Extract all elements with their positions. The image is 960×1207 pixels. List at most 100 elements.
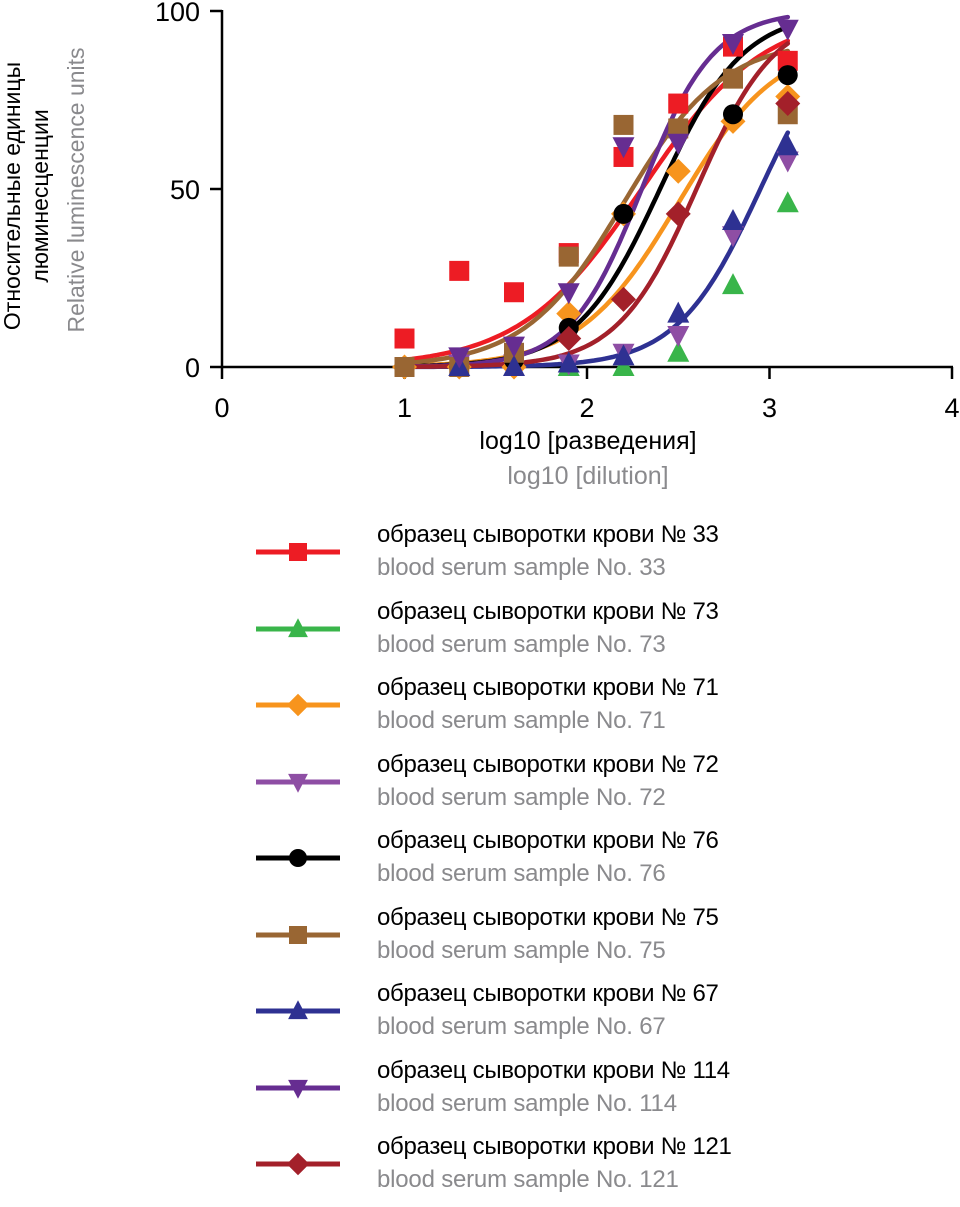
legend-label-en: blood serum sample No. 76 bbox=[377, 860, 666, 887]
legend-label-ru: образец сыворотки крови № 33 bbox=[377, 521, 719, 548]
legend-swatch-diamond-icon bbox=[256, 1152, 340, 1176]
data-point bbox=[665, 158, 691, 184]
legend-swatch-triangle-down-icon bbox=[256, 1079, 340, 1099]
series-7-points bbox=[448, 19, 799, 369]
data-point bbox=[723, 68, 743, 89]
legend-label-en: blood serum sample No. 73 bbox=[377, 630, 666, 658]
data-point bbox=[777, 65, 798, 86]
data-point bbox=[722, 209, 744, 231]
legend-label-ru: образец сыворотки крови № 76 bbox=[377, 827, 719, 854]
data-point bbox=[667, 340, 690, 362]
legend-label-en: blood serum sample No. 33 bbox=[377, 554, 666, 581]
data-point bbox=[556, 326, 582, 352]
legend-label-en: blood serum sample No. 75 bbox=[377, 936, 666, 964]
data-point bbox=[556, 301, 582, 327]
data-point bbox=[777, 50, 798, 71]
data-point bbox=[612, 355, 635, 376]
data-point bbox=[557, 283, 580, 305]
data-point bbox=[667, 301, 690, 323]
data-points bbox=[392, 19, 801, 380]
x-tick-label: 0 bbox=[214, 393, 229, 423]
data-point bbox=[449, 260, 470, 281]
legend-label: образец сыворотки крови № 33 blood serum … bbox=[377, 518, 719, 584]
legend-label-en: blood serum sample No. 114 bbox=[377, 1089, 677, 1117]
data-point bbox=[722, 273, 744, 295]
y-tick-label: 0 bbox=[185, 353, 200, 383]
legend-marker bbox=[288, 1079, 308, 1099]
data-point bbox=[558, 246, 579, 267]
y-tick-label: 50 bbox=[170, 175, 200, 205]
y-axis-title-en: Relative luminescence units bbox=[63, 47, 89, 332]
legend-marker bbox=[288, 773, 308, 793]
data-point bbox=[612, 344, 635, 366]
legend-label-en: blood serum sample No. 71 bbox=[377, 707, 666, 734]
data-point bbox=[503, 355, 525, 376]
legend-marker bbox=[288, 1000, 308, 1020]
y-axis-title-ru-line1: Относительные единицы bbox=[0, 62, 25, 330]
legend-label-ru: образец сыворотки крови № 72 bbox=[377, 750, 719, 778]
data-point bbox=[722, 226, 744, 248]
data-point bbox=[668, 118, 689, 139]
legend-swatch-square-icon bbox=[256, 925, 340, 944]
data-point bbox=[723, 104, 743, 125]
data-point bbox=[776, 134, 799, 156]
legend-swatch-square-icon bbox=[256, 543, 340, 561]
legend-label: образец сыворотки крови № 71 blood serum … bbox=[377, 671, 719, 737]
legend-label: образец сыворотки крови № 67 blood serum … bbox=[377, 977, 719, 1043]
legend-label-ru: образец сыворотки крови № 114 bbox=[377, 1056, 730, 1084]
data-point bbox=[394, 328, 415, 349]
y-axis-title-ru-line2: люминесценции bbox=[27, 109, 53, 282]
data-point bbox=[613, 203, 634, 224]
legend-label: образец сыворотки крови № 121 blood serum… bbox=[377, 1130, 732, 1196]
legend-label: образец сыворотки крови № 76 blood serum … bbox=[377, 824, 719, 890]
x-tick-label: 2 bbox=[579, 393, 594, 423]
data-point bbox=[611, 286, 636, 312]
data-point bbox=[667, 133, 690, 155]
x-axis-title: log10 [разведения] bbox=[479, 427, 696, 455]
legend-marker bbox=[286, 1152, 310, 1176]
legend-label: образец сыворотки крови № 114 blood serum… bbox=[377, 1054, 730, 1120]
legend-label: образец сыворотки крови № 72 blood serum … bbox=[377, 748, 719, 814]
data-point bbox=[667, 325, 690, 347]
legend-swatch-diamond-icon bbox=[256, 693, 340, 717]
fit-curve-series-8 bbox=[402, 41, 791, 370]
legend-swatch-triangle-up-icon bbox=[256, 1000, 340, 1020]
chart: Относительные единицы люминесценции Rela… bbox=[0, 0, 960, 490]
legend-label-en: blood serum sample No. 67 bbox=[377, 1013, 666, 1040]
legend-label-ru: образец сыворотки крови № 67 bbox=[377, 980, 719, 1007]
legend-label-ru: образец сыворотки крови № 75 bbox=[377, 903, 719, 931]
data-point bbox=[775, 91, 801, 117]
legend-label-en: blood serum sample No. 121 bbox=[377, 1166, 679, 1193]
data-point bbox=[776, 151, 799, 173]
legend-label-en: blood serum sample No. 72 bbox=[377, 783, 666, 811]
data-point bbox=[503, 336, 525, 358]
legend-marker bbox=[289, 925, 307, 944]
data-point bbox=[776, 19, 799, 41]
data-point bbox=[612, 137, 635, 159]
legend-label-ru: образец сыворотки крови № 71 bbox=[377, 674, 719, 701]
data-point bbox=[613, 114, 634, 135]
x-tick-label: 1 bbox=[397, 393, 412, 423]
series-8-points bbox=[556, 91, 801, 352]
data-point bbox=[504, 282, 524, 303]
legend-label-ru: образец сыворотки крови № 121 bbox=[377, 1133, 732, 1160]
axes: 0 50 100 0 1 2 3 4 bbox=[155, 0, 960, 423]
legend-marker bbox=[289, 543, 307, 561]
data-point bbox=[722, 34, 744, 56]
data-point bbox=[394, 357, 415, 377]
legend-swatch-triangle-down-icon bbox=[256, 773, 340, 793]
legend-marker bbox=[288, 617, 308, 637]
data-point bbox=[665, 201, 691, 227]
data-point bbox=[668, 93, 689, 114]
legend-label: образец сыворотки крови № 73 blood serum … bbox=[377, 595, 719, 661]
legend-marker bbox=[289, 849, 307, 867]
data-point bbox=[448, 347, 471, 369]
legend-swatch-triangle-up-icon bbox=[256, 617, 340, 637]
x-tick-label: 4 bbox=[944, 393, 959, 423]
data-point bbox=[557, 351, 580, 373]
legend-label-ru: образец сыворотки крови № 73 bbox=[377, 597, 719, 625]
legend-marker bbox=[286, 693, 310, 717]
legend-label: образец сыворотки крови № 75 blood serum … bbox=[377, 901, 719, 967]
x-tick-label: 3 bbox=[762, 393, 777, 423]
x-axis-title-en: log10 [dilution] bbox=[507, 462, 668, 490]
